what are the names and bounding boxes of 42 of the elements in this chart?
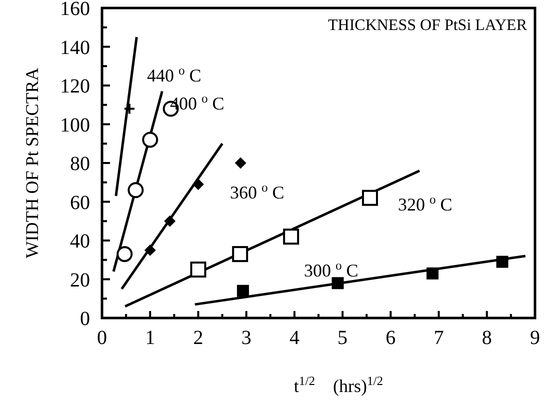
y-tick-label: 0: [80, 308, 90, 330]
y-axis-title: WIDTH OF Pt SPECTRA: [22, 68, 42, 258]
x-tick-label: 6: [386, 327, 396, 349]
y-tick-label: 120: [60, 76, 90, 98]
y-tick-label: 140: [60, 36, 90, 59]
x-tick-label: 8: [482, 327, 492, 349]
point: [236, 284, 249, 297]
y-tick-label: 40: [70, 230, 90, 252]
x-tick-label: 9: [530, 327, 540, 349]
x-tick-label: 5: [338, 327, 348, 349]
point: [128, 182, 144, 198]
text: t$^{1/2}$ (hrs)$^{1/2}$: [294, 374, 384, 396]
point: [283, 228, 300, 245]
point: [496, 256, 508, 268]
point: [235, 158, 246, 168]
x-tick-label: 7: [434, 327, 444, 349]
x-tick-label: 2: [193, 327, 204, 349]
y-tick-label: 100: [60, 114, 90, 136]
x-tick-label: 1: [145, 327, 156, 349]
point: [362, 190, 378, 206]
y-tick-label: 20: [70, 269, 90, 292]
annotation: 360 $^{o}$ C: [230, 180, 284, 202]
point: [142, 132, 158, 148]
point: [144, 244, 156, 256]
point: [190, 262, 206, 278]
point: [192, 178, 204, 190]
point: [426, 267, 439, 280]
x-tick-label: 4: [289, 327, 300, 349]
point: [116, 246, 133, 262]
y-tick-label: 60: [70, 192, 90, 214]
x-tick-label: 0: [97, 327, 107, 349]
point: [123, 102, 136, 115]
annotation: 320 $^{o}$ C: [398, 192, 452, 214]
text: THICKNESS OF PtSi LAYER: [328, 17, 528, 34]
point: [164, 216, 176, 227]
annotation: 440 $^{o}$ C: [147, 63, 202, 86]
y-tick-label: 160: [60, 0, 90, 20]
y-tick-label: 80: [70, 153, 90, 175]
point: [232, 246, 248, 262]
x-tick-label: 3: [241, 327, 252, 349]
point: [332, 277, 344, 290]
annotation: 300 $^{o}$ C: [304, 258, 358, 280]
